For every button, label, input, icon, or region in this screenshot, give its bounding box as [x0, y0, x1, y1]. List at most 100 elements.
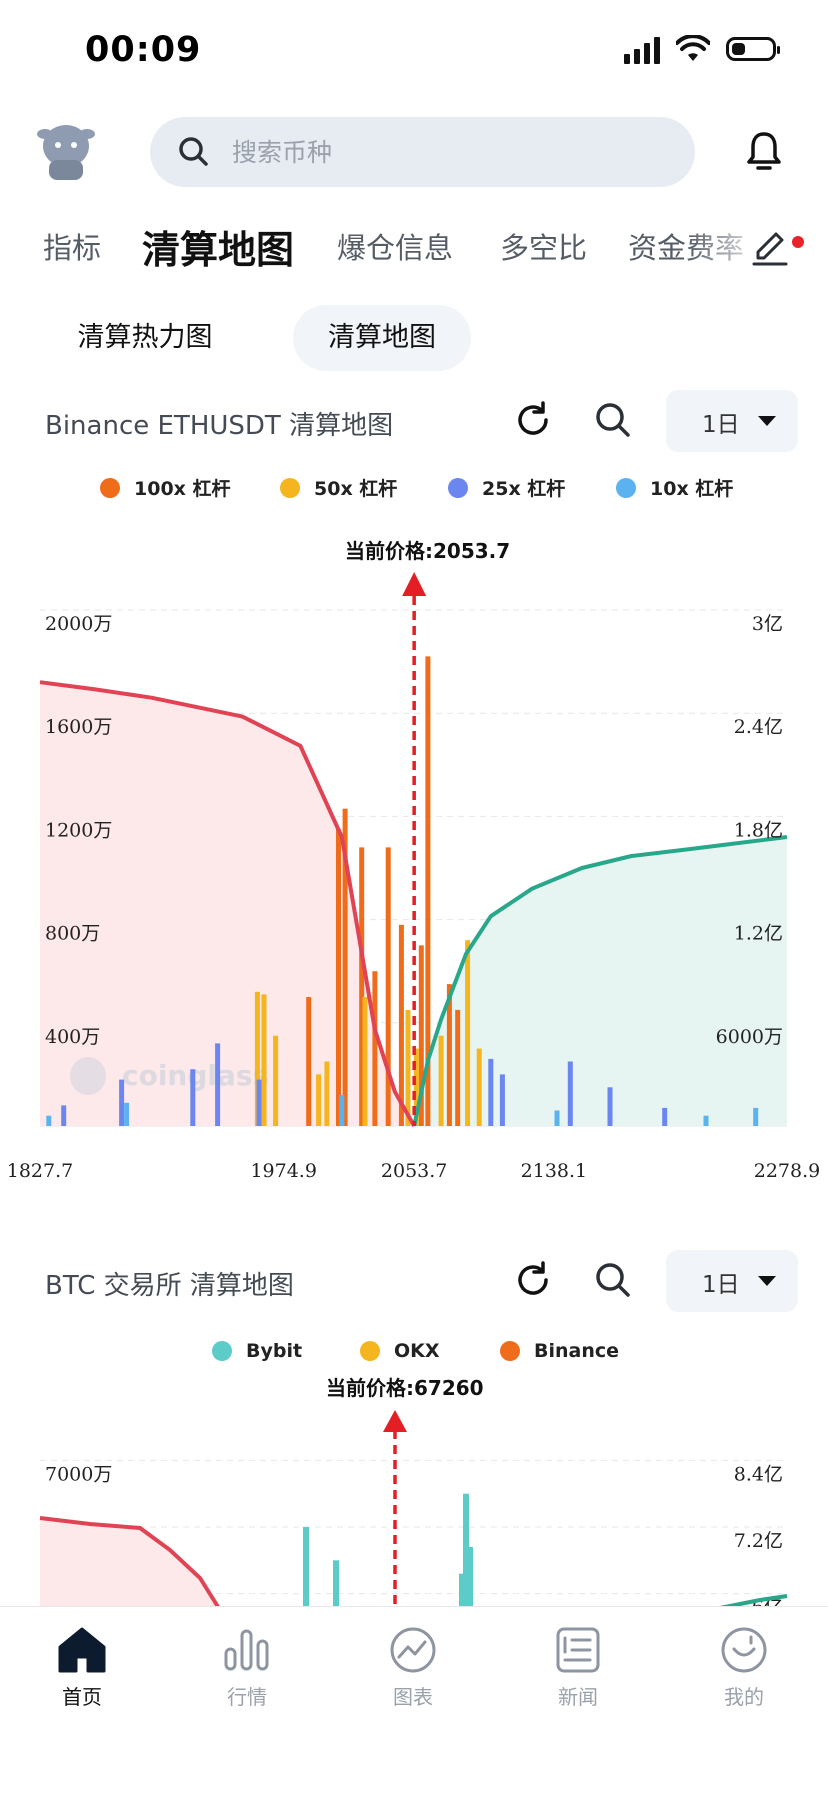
bar-25x: [607, 1087, 613, 1126]
right-axis-tick: 7.2亿: [734, 1530, 783, 1552]
range-value: 1日: [702, 1272, 740, 1298]
bar-50x: [273, 1035, 279, 1126]
refresh-icon[interactable]: [513, 400, 553, 440]
legend-label: 50x 杠杆: [314, 478, 398, 500]
legend-item[interactable]: 10x 杠杆: [616, 474, 733, 501]
legend-label: 100x 杠杆: [134, 478, 231, 500]
nav-label: 首页: [62, 1685, 102, 1709]
search-bar[interactable]: [150, 117, 695, 187]
bar-50x: [438, 1035, 444, 1126]
bar-50x: [465, 940, 471, 1126]
bell-icon[interactable]: [746, 130, 782, 172]
bar-25x: [662, 1107, 668, 1126]
tab-liquidation-map[interactable]: 清算地图: [142, 228, 295, 272]
chevron-down-icon: [758, 1276, 776, 1286]
avatar[interactable]: [35, 120, 97, 182]
bar-100x: [446, 984, 452, 1126]
legend-dot-25x: [448, 477, 468, 498]
news-icon: [556, 1627, 600, 1673]
subtab-liquidation-map[interactable]: 清算地图: [293, 305, 471, 371]
legend-label: 25x 杠杆: [482, 478, 566, 500]
legend-item[interactable]: Binance: [500, 1340, 619, 1362]
x-axis-tick: 1974.9: [250, 1160, 316, 1182]
legend-item[interactable]: Bybit: [212, 1340, 360, 1362]
tab-liquidation-info[interactable]: 爆仓信息: [337, 231, 454, 265]
nav-news[interactable]: 新闻: [518, 1625, 638, 1710]
legend-label: 10x 杠杆: [650, 478, 734, 500]
bar-100x: [385, 847, 391, 1126]
eth-liquidation-chart[interactable]: coinglass 400万 6000万 800万 1.2亿 1200万 1.8亿 1600…: [0, 560, 828, 1200]
nav-market[interactable]: 行情: [187, 1625, 307, 1710]
bar-25x: [567, 1061, 573, 1126]
bar-10x: [753, 1107, 759, 1126]
eth-legend: 100x 杠杆 50x 杠杆 25x 杠杆 10x 杠杆: [100, 474, 800, 501]
long-liquidation-area: [414, 837, 787, 1126]
legend-label: Bybit: [246, 1340, 303, 1362]
market-icon: [224, 1629, 269, 1671]
status-time: 00:09: [85, 30, 202, 70]
bar-50x: [362, 997, 368, 1126]
search-input[interactable]: [230, 136, 614, 168]
legend-dot-50x: [280, 477, 300, 498]
profile-icon: [721, 1627, 767, 1673]
legend-item[interactable]: 25x 杠杆: [448, 474, 616, 501]
legend-item[interactable]: OKX: [360, 1340, 500, 1362]
tab-indicators[interactable]: 指标: [43, 231, 102, 265]
bar-50x: [405, 1009, 411, 1126]
left-axis-tick: 800万: [45, 923, 100, 945]
nav-profile[interactable]: 我的: [684, 1625, 804, 1710]
bar-100x: [398, 924, 404, 1126]
chevron-down-icon: [758, 416, 776, 426]
bar-bybit: [333, 1560, 339, 1610]
eth-chart-title: Binance ETHUSDT 清算地图: [45, 411, 394, 441]
legend-dot-binance: [500, 1341, 520, 1361]
status-icons: [624, 34, 780, 64]
bar-25x: [488, 1058, 494, 1126]
long-cumulative-curve: [412, 835, 788, 1127]
nav-label: 新闻: [558, 1685, 598, 1709]
left-axis-tick: 1200万: [45, 819, 112, 841]
range-select[interactable]: 1日: [666, 390, 798, 452]
bar-10x: [554, 1110, 560, 1126]
bar-100x: [455, 1009, 461, 1126]
subtab-heatmap[interactable]: 清算热力图: [77, 322, 213, 353]
btc-current-price-label: 当前价格:67260: [326, 1376, 484, 1400]
bar-100x: [418, 945, 424, 1126]
bar-50x: [324, 1061, 330, 1126]
right-axis-tick: 1.8亿: [734, 819, 783, 841]
bar-25x: [499, 1074, 505, 1126]
bar-100x: [372, 971, 378, 1126]
bottom-nav: 首页 行情 图表 新闻 我的: [0, 1606, 828, 1793]
edit-icon[interactable]: [750, 228, 790, 268]
eth-current-price-label: 当前价格:2053.7: [345, 539, 511, 563]
bar-100x: [306, 997, 312, 1126]
x-axis-tick: 2138.1: [521, 1160, 587, 1182]
right-axis-tick: 1.2亿: [734, 923, 783, 945]
x-axis-tick: 1827.7: [7, 1160, 73, 1182]
bar-bybit: [303, 1527, 309, 1610]
search-icon[interactable]: [593, 400, 633, 440]
nav-chart[interactable]: 图表: [353, 1625, 473, 1710]
left-axis-tick: 2000万: [45, 613, 112, 635]
right-axis-tick: 3亿: [752, 613, 783, 635]
bar-25x: [119, 1079, 125, 1126]
bar-10x: [124, 1102, 130, 1126]
top-tabs: 指标 清算地图 爆仓信息 多空比 资金费率: [0, 225, 828, 295]
nav-home[interactable]: 首页: [22, 1625, 142, 1710]
legend-item[interactable]: 100x 杠杆: [100, 474, 280, 501]
tab-long-short-ratio[interactable]: 多空比: [500, 231, 588, 265]
bar-25x: [256, 1079, 262, 1126]
legend-item[interactable]: 50x 杠杆: [280, 474, 448, 501]
watermark: coinglass: [70, 1057, 269, 1095]
search-icon[interactable]: [593, 1260, 633, 1300]
cellular-signal-icon: [624, 34, 660, 64]
refresh-icon[interactable]: [513, 1260, 553, 1300]
left-axis-tick: 7000万: [45, 1463, 112, 1485]
range-select[interactable]: 1日: [666, 1250, 798, 1312]
current-price-arrow: [402, 572, 427, 596]
bar-50x: [316, 1074, 322, 1126]
legend-label: Binance: [534, 1340, 620, 1362]
legend-dot-100x: [100, 477, 120, 498]
bar-100x: [336, 829, 341, 1126]
